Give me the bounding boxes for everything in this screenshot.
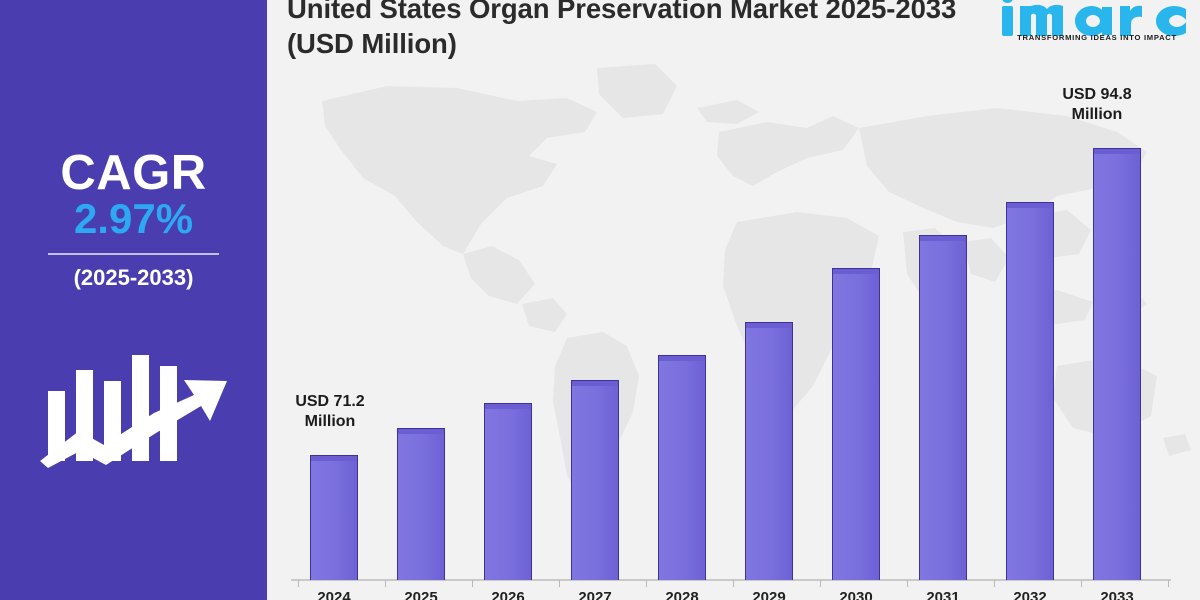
cagr-period: (2025-2033) bbox=[73, 265, 194, 291]
x-axis-line bbox=[291, 579, 1171, 581]
callout-line-1: USD 94.8 bbox=[1062, 86, 1132, 103]
callout-line-1: USD 71.2 bbox=[295, 393, 365, 410]
axis-tick bbox=[472, 580, 473, 587]
x-tick-label-2030: 2030 bbox=[839, 589, 873, 600]
x-tick-label-2031: 2031 bbox=[926, 589, 960, 600]
bar-2030[interactable] bbox=[832, 268, 880, 580]
bar-2024[interactable] bbox=[310, 455, 358, 580]
axis-tick bbox=[1168, 580, 1169, 587]
bar-2028[interactable] bbox=[658, 355, 706, 580]
x-tick-label-2028: 2028 bbox=[665, 589, 699, 600]
x-tick-label-2027: 2027 bbox=[578, 589, 612, 600]
value-callout-first: USD 71.2 Million bbox=[270, 392, 390, 431]
brand-tagline: TRANSFORMING IDEAS INTO IMPACT bbox=[1017, 33, 1177, 42]
bar-2033[interactable] bbox=[1093, 148, 1141, 580]
callout-line-2: Million bbox=[304, 412, 356, 430]
axis-tick bbox=[559, 580, 560, 587]
cagr-sidebar: CAGR 2.97% (2025-2033) bbox=[0, 0, 267, 600]
bar-2027[interactable] bbox=[571, 380, 619, 580]
axis-tick bbox=[733, 580, 734, 587]
axis-tick bbox=[994, 580, 995, 587]
axis-tick bbox=[907, 580, 908, 587]
bar-2025[interactable] bbox=[397, 428, 445, 580]
divider bbox=[48, 253, 219, 256]
axis-tick bbox=[646, 580, 647, 587]
cagr-label: CAGR bbox=[60, 146, 207, 200]
x-tick-label-2026: 2026 bbox=[491, 589, 525, 600]
bar-2032[interactable] bbox=[1006, 202, 1054, 580]
x-tick-label-2033: 2033 bbox=[1100, 589, 1134, 600]
cagr-value: 2.97% bbox=[73, 194, 194, 242]
callout-line-2: Million bbox=[1071, 105, 1123, 123]
bar-chart-growth-arrow-icon bbox=[39, 355, 227, 469]
axis-tick bbox=[298, 580, 299, 587]
axis-tick bbox=[1081, 580, 1082, 587]
axis-tick bbox=[385, 580, 386, 587]
x-tick-label-2032: 2032 bbox=[1013, 589, 1047, 600]
bar-2029[interactable] bbox=[745, 322, 793, 580]
page-title: United States Organ Preservation Market … bbox=[287, 0, 957, 59]
value-callout-last: USD 94.8 Million bbox=[1037, 85, 1157, 124]
x-tick-label-2024: 2024 bbox=[317, 589, 351, 600]
axis-tick bbox=[820, 580, 821, 587]
chart-plot-area: USD 71.2 Million USD 94.8 Million bbox=[267, 0, 1200, 600]
x-tick-label-2025: 2025 bbox=[404, 589, 438, 600]
bar-2026[interactable] bbox=[484, 403, 532, 580]
bar-group: USD 71.2 Million USD 94.8 Million bbox=[267, 0, 1200, 600]
imarc-logo bbox=[1002, 0, 1186, 36]
bar-2031[interactable] bbox=[919, 235, 967, 580]
x-tick-label-2029: 2029 bbox=[752, 589, 786, 600]
